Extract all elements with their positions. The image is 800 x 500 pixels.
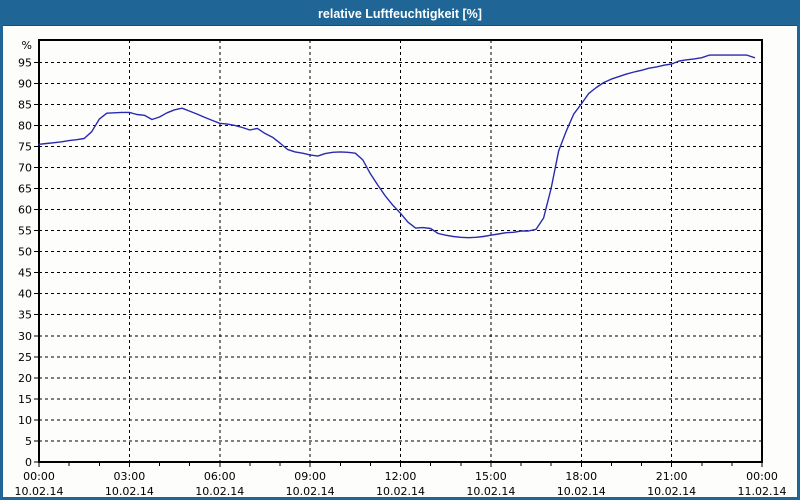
x-date-label: 11.02.14 — [738, 485, 787, 498]
y-tick-label: 85 — [18, 98, 32, 111]
y-tick-label: 55 — [18, 225, 32, 238]
x-time-label: 15:00 — [475, 470, 507, 483]
x-time-label: 03:00 — [114, 470, 146, 483]
y-tick-label: 35 — [18, 309, 32, 322]
x-date-label: 10.02.14 — [557, 485, 606, 498]
y-tick-label: 90 — [18, 77, 32, 90]
y-tick-label: 65 — [18, 183, 32, 196]
x-time-label: 00:00 — [23, 470, 55, 483]
y-tick-label: 45 — [18, 267, 32, 280]
x-time-label: 00:00 — [746, 470, 778, 483]
plot-border — [38, 39, 763, 463]
chart-title-bar: relative Luftfeuchtigkeit [%] — [3, 3, 797, 26]
x-time-label: 21:00 — [656, 470, 688, 483]
y-axis-unit-label: % — [22, 39, 32, 52]
y-tick-label: 15 — [18, 393, 32, 406]
x-time-label: 12:00 — [385, 470, 417, 483]
y-tick-label: 10 — [18, 414, 32, 427]
x-time-label: 09:00 — [294, 470, 326, 483]
y-tick-label: 60 — [18, 204, 32, 217]
chart-title: relative Luftfeuchtigkeit [%] — [318, 7, 482, 21]
x-date-label: 10.02.14 — [195, 485, 244, 498]
y-tick-label: 70 — [18, 161, 32, 174]
y-tick-label: 30 — [18, 330, 32, 343]
x-date-label: 10.02.14 — [647, 485, 696, 498]
y-tick-label: 80 — [18, 119, 32, 132]
x-date-label: 10.02.14 — [466, 485, 515, 498]
x-date-label: 10.02.14 — [15, 485, 64, 498]
x-time-label: 18:00 — [565, 470, 597, 483]
y-tick-label: 0 — [25, 456, 32, 469]
y-tick-label: 75 — [18, 140, 32, 153]
y-tick-label: 20 — [18, 372, 32, 385]
humidity-series-line — [38, 54, 756, 239]
x-date-label: 10.02.14 — [286, 485, 335, 498]
y-tick-label: 40 — [18, 288, 32, 301]
x-date-label: 10.02.14 — [376, 485, 425, 498]
y-tick-label: 25 — [18, 351, 32, 364]
y-tick-label: 5 — [25, 435, 32, 448]
x-date-label: 10.02.14 — [105, 485, 154, 498]
x-time-label: 06:00 — [204, 470, 236, 483]
y-tick-label: 50 — [18, 246, 32, 259]
y-tick-label: 95 — [18, 56, 32, 69]
